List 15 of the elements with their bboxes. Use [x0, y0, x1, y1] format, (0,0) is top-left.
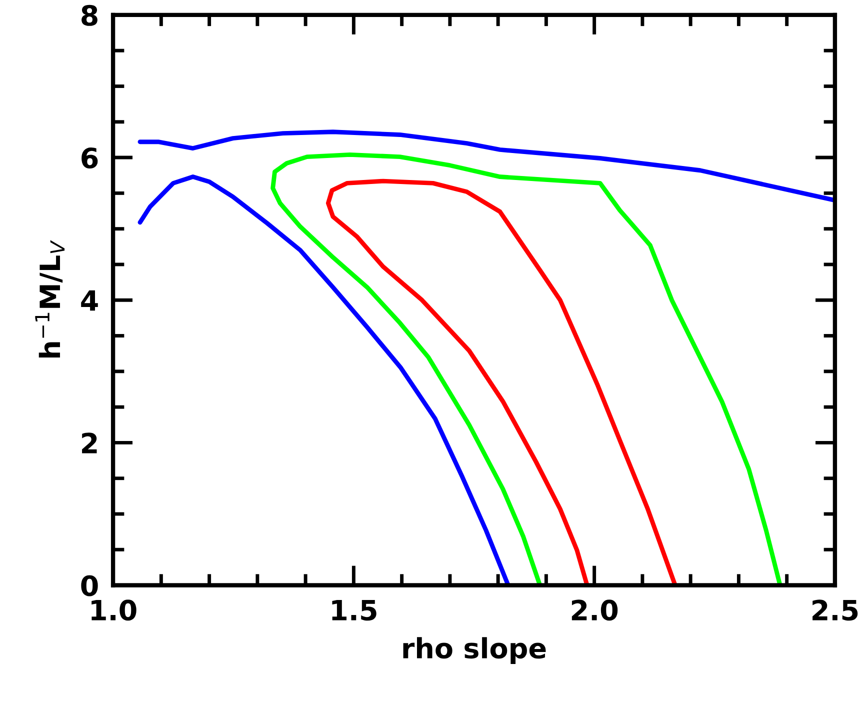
line-series — [138, 174, 510, 586]
x-tick-label: 2.5 — [812, 600, 858, 621]
x-tick-label: 1.0 — [92, 600, 136, 621]
line-series — [326, 178, 678, 586]
line-series — [138, 130, 835, 203]
x-axis-title: rho slope — [403, 637, 546, 664]
y-tick-label: 8 — [82, 4, 98, 26]
y-tick-label: 2 — [82, 432, 97, 454]
y-tick-label: 6 — [82, 147, 98, 168]
y-axis-title: h$^{−1}$M/L$_{V}$ — [35, 240, 65, 358]
y-tick-label: 4 — [81, 290, 98, 311]
line-series — [270, 152, 782, 586]
x-tick-label: 1.5 — [332, 600, 376, 621]
y-tick-label: 0 — [81, 575, 98, 596]
x-tick-label: 2.0 — [572, 600, 618, 621]
